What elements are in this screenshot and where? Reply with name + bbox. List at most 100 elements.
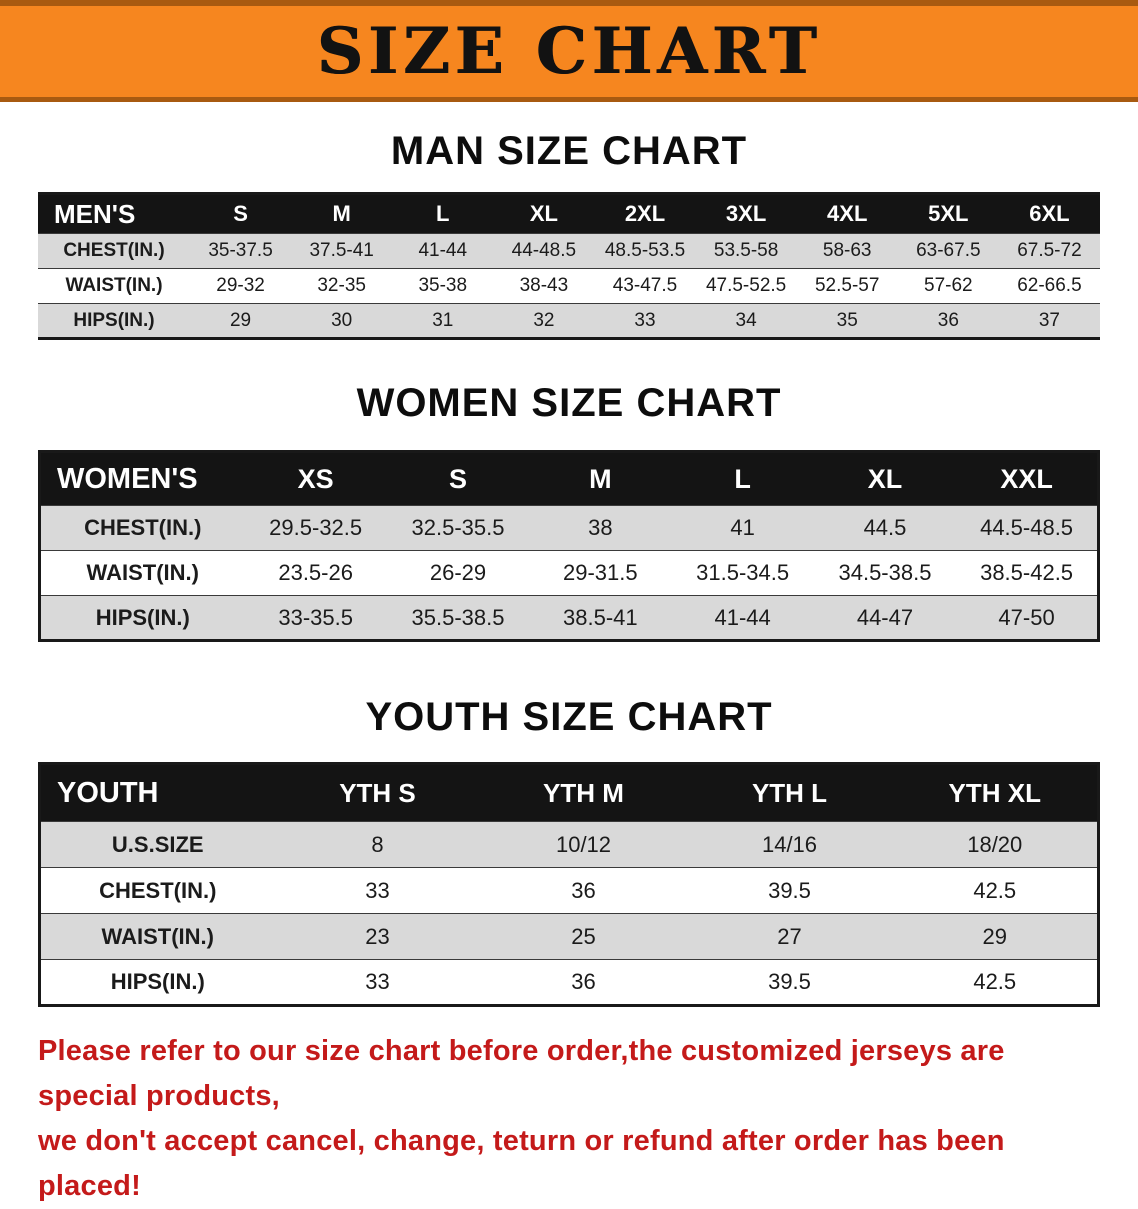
table-row: CHEST(IN.) 33 36 39.5 42.5 — [39, 867, 1099, 914]
size-value-cell: 53.5-58 — [713, 240, 779, 261]
row-label: HIPS(IN.) — [73, 309, 155, 331]
size-value-cell: 42.5 — [973, 969, 1017, 994]
size-value-cell: 41-44 — [418, 240, 468, 261]
size-column-header: 2XL — [594, 193, 696, 234]
size-value-cell: 32-35 — [317, 275, 366, 296]
size-value-cell: 25 — [571, 923, 596, 949]
size-column-header: 5XL — [897, 193, 999, 234]
size-value-cell: 47.5-52.5 — [705, 275, 787, 296]
size-column-header: 6XL — [998, 193, 1100, 234]
size-value-cell: 34 — [735, 309, 757, 331]
women-size-section: WOMEN SIZE CHART WOMEN'S XS S M L XL XXL CHEST(… — [0, 380, 1138, 642]
size-value-cell: 38.5-42.5 — [980, 560, 1074, 585]
size-value-cell: 57-62 — [924, 275, 973, 296]
page-title: SIZE CHART — [316, 14, 822, 89]
row-label: WAIST(IN.) — [101, 923, 214, 949]
table-row: CHEST(IN.) 29.5-32.5 32.5-35.5 38 41 44.5 44.5… — [39, 505, 1099, 551]
disclaimer-line-2: we don't accept cancel, change, teturn o… — [38, 1124, 1005, 1202]
size-chart-main: MAN SIZE CHART MEN'S S M L XL 2XL 3XL 4XL 5XL 6XL… — [0, 128, 1138, 1007]
size-value-cell: 62-66.5 — [1017, 275, 1082, 296]
size-value-cell: 63-67.5 — [916, 240, 981, 261]
row-label: WAIST(IN.) — [65, 275, 163, 296]
size-value-cell: 18/20 — [967, 831, 1023, 857]
size-value-cell: 48.5-53.5 — [604, 240, 686, 261]
row-label: HIPS(IN.) — [95, 604, 190, 630]
row-label: CHEST(IN.) — [99, 877, 217, 903]
size-value-cell: 39.5 — [768, 877, 811, 903]
size-column-header: 3XL — [695, 193, 797, 234]
size-value-cell: 67.5-72 — [1017, 240, 1082, 261]
size-column-header: S — [386, 451, 530, 506]
size-value-cell: 44.5-48.5 — [980, 515, 1074, 540]
row-label: WAIST(IN.) — [86, 560, 199, 585]
size-value-cell: 33 — [365, 877, 390, 903]
size-value-cell: 36 — [937, 309, 959, 331]
size-value-cell: 29 — [982, 923, 1007, 949]
size-column-header: XL — [493, 193, 595, 234]
table-header-row: YOUTH YTH S YTH M YTH L YTH XL — [39, 763, 1099, 822]
men-size-table: MEN'S S M L XL 2XL 3XL 4XL 5XL 6XL CHEST(IN.) 35-37… — [38, 192, 1100, 340]
table-corner-label: MEN'S — [38, 193, 190, 234]
size-value-cell: 41-44 — [714, 604, 771, 630]
disclaimer: Please refer to our size chart before or… — [0, 1029, 1138, 1209]
row-label: CHEST(IN.) — [84, 515, 202, 540]
size-column-header: L — [671, 451, 814, 506]
size-column-header: XS — [244, 451, 387, 506]
size-column-header: M — [529, 451, 672, 506]
table-corner-label: YOUTH — [39, 763, 275, 822]
size-column-header: XL — [813, 451, 957, 506]
size-value-cell: 29.5-32.5 — [269, 515, 363, 540]
size-value-cell: 31 — [432, 309, 454, 331]
size-value-cell: 38-43 — [519, 275, 569, 296]
row-label: CHEST(IN.) — [63, 240, 165, 261]
size-value-cell: 52.5-57 — [814, 275, 880, 296]
disclaimer-line-1: Please refer to our size chart before or… — [38, 1035, 1005, 1112]
size-value-cell: 47-50 — [998, 604, 1055, 630]
size-value-cell: 44-48.5 — [511, 240, 577, 261]
size-column-header: L — [392, 193, 494, 234]
youth-section-heading: YOUTH SIZE CHART — [365, 695, 773, 739]
size-value-cell: 33 — [634, 309, 656, 331]
row-label: HIPS(IN.) — [110, 969, 205, 994]
size-value-cell: 27 — [777, 923, 802, 949]
table-row: U.S.SIZE 8 10/12 14/16 18/20 — [39, 821, 1099, 868]
size-value-cell: 44-47 — [856, 604, 914, 630]
size-column-header: M — [291, 193, 393, 234]
size-column-header: YTH XL — [892, 763, 1099, 822]
size-value-cell: 29 — [229, 309, 252, 331]
men-size-section: MAN SIZE CHART MEN'S S M L XL 2XL 3XL 4XL 5XL 6XL… — [0, 128, 1138, 340]
size-value-cell: 26-29 — [429, 560, 487, 585]
size-column-header: XXL — [956, 451, 1099, 506]
size-value-cell: 36 — [571, 877, 596, 903]
table-row: HIPS(IN.) 33 36 39.5 42.5 — [39, 959, 1099, 1006]
table-header-row: WOMEN'S XS S M L XL XXL — [39, 451, 1099, 506]
size-value-cell: 35 — [836, 309, 858, 331]
size-value-cell: 37 — [1038, 309, 1060, 331]
size-column-header: 4XL — [796, 193, 898, 234]
women-section-heading: WOMEN SIZE CHART — [356, 381, 782, 425]
table-corner-label: WOMEN'S — [39, 451, 245, 506]
size-value-cell: 36 — [571, 969, 596, 994]
size-value-cell: 41 — [730, 515, 755, 540]
size-value-cell: 23 — [365, 923, 390, 949]
youth-size-section: YOUTH SIZE CHART YOUTH YTH S YTH M YTH L YTH… — [0, 694, 1138, 1007]
size-value-cell: 30 — [331, 309, 353, 331]
table-row: WAIST(IN.) 29-32 32-35 35-38 38-43 43-47.5 47.… — [38, 268, 1100, 304]
table-row: WAIST(IN.) 23 25 27 29 — [39, 913, 1099, 960]
table-row: CHEST(IN.) 35-37.5 37.5-41 41-44 44-48.5 48.5… — [38, 233, 1100, 269]
youth-size-table: YOUTH YTH S YTH M YTH L YTH XL U.S.SIZE 8 10/12… — [38, 762, 1100, 1007]
size-value-cell: 10/12 — [555, 831, 612, 857]
size-value-cell: 8 — [371, 831, 384, 857]
size-value-cell: 34.5-38.5 — [838, 560, 932, 585]
size-value-cell: 35.5-38.5 — [411, 604, 505, 630]
size-value-cell: 38 — [588, 515, 613, 540]
size-value-cell: 29-31.5 — [563, 560, 638, 585]
size-value-cell: 43-47.5 — [612, 275, 678, 296]
banner: SIZE CHART — [0, 0, 1138, 102]
size-value-cell: 31.5-34.5 — [696, 560, 790, 585]
size-value-cell: 33-35.5 — [278, 604, 353, 630]
women-size-table: WOMEN'S XS S M L XL XXL CHEST(IN.) 29.5-32.5 32.5… — [38, 450, 1100, 642]
size-value-cell: 23.5-26 — [278, 560, 353, 585]
size-value-cell: 42.5 — [973, 877, 1017, 903]
size-column-header: YTH M — [480, 763, 687, 822]
